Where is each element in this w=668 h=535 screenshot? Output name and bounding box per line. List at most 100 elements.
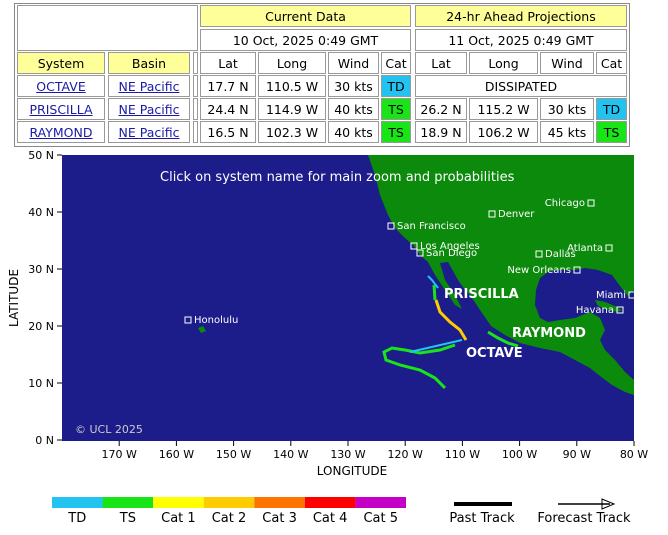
data-cell: 30 kts [540,98,594,120]
cell-text: Lat [218,55,238,71]
cell-text[interactable]: NE Pacific [118,101,180,117]
legend-label: Cat 2 [212,511,247,526]
column-header: Lat [415,52,467,74]
status-cell: DISSIPATED [415,75,627,97]
legend-swatch [355,497,406,508]
data-cell: 17.7 N [200,75,256,97]
column-header: System [17,52,105,74]
time-header: 10 Oct, 2025 0:49 GMT [200,29,411,51]
cell-text: TS [388,124,404,140]
cell-text: 24.4 N [207,101,249,117]
group-header: 24-hr Ahead Projections [415,5,627,27]
legend-swatch [304,497,356,508]
cell-text: 45 kts [547,124,587,140]
city-marker [488,210,496,218]
cell-text: 26.2 N [420,101,462,117]
legend-label: Cat 1 [161,511,196,526]
cell-text: 16.5 N [207,124,249,140]
legend-swatch [102,497,154,508]
column-header: Wind [540,52,594,74]
data-cell[interactable]: PRISCILLA [17,98,105,120]
column-header: Cat [596,52,627,74]
city-label: Los Angeles [420,241,480,252]
cell-text: 18.9 N [420,124,462,140]
data-cell: 115.2 W [469,98,538,120]
city-marker [387,222,395,230]
y-tick-label: 30 N [28,263,54,276]
column-header: Long [469,52,538,74]
category-cell: TS [596,121,627,143]
cell-text: 40 kts [334,124,373,140]
x-tick-label: 170 W [102,448,137,461]
cell-text: TD [602,101,621,117]
data-cell[interactable]: RAYMOND [17,121,105,143]
data-cell[interactable]: NE Pacific [108,98,190,120]
city-marker [616,306,624,314]
data-cell: 45 kts [540,121,594,143]
cell-text[interactable]: RAYMOND [29,124,93,140]
cell-text: Long [276,55,308,71]
cell-text: TS [603,124,620,140]
data-cell: 40 kts [328,98,379,120]
x-tick-label: 110 W [445,448,480,461]
hawaii [198,326,206,333]
city-marker [628,291,636,299]
x-tick-label: 80 W [620,448,648,461]
cell-text[interactable]: NE Pacific [118,78,180,94]
data-cell[interactable]: NE Pacific [108,121,190,143]
cell-text: 102.3 W [265,124,319,140]
cell-text: Lat [431,55,451,71]
storm-label: PRISCILLA [444,287,519,302]
x-tick-label: 160 W [159,448,194,461]
column-header: Basin [108,52,190,74]
city-marker [573,266,581,274]
category-cell: TS [381,98,411,120]
cell-text: DISSIPATED [484,78,558,94]
city-label: Chicago [545,198,585,209]
cell-text[interactable]: OCTAVE [36,78,86,94]
priscilla-track [434,299,468,341]
y-tick-label: 50 N [28,149,54,162]
cell-text[interactable]: NE Pacific [118,124,180,140]
city-marker [535,250,543,258]
map-note: Click on system name for main zoom and p… [160,170,515,185]
y-axis-label: LATITUDE [7,269,21,327]
category-cell: TD [596,98,627,120]
data-cell: 26.2 N [415,98,467,120]
city-marker [605,244,613,252]
y-tick-label: 20 N [28,320,54,333]
x-axis-label: LONGITUDE [317,464,387,478]
x-tick-label: 150 W [216,448,251,461]
data-cell: 18.9 N [415,121,467,143]
city-label: Havana [576,305,614,316]
table-frame [14,3,630,147]
cell-text: 30 kts [547,101,587,117]
cell-text: 106.2 W [477,124,530,140]
cuba [595,300,622,312]
cell-text: 24-hr Ahead Projections [446,8,596,24]
column-header: Cat [381,52,411,74]
cell-text: 17.7 N [207,78,249,94]
city-marker [416,249,424,257]
data-cell[interactable]: NE Pacific [108,75,190,97]
cell-text[interactable]: PRISCILLA [29,101,93,117]
cell-text: System [37,55,85,71]
cell-text: Wind [337,55,370,71]
priscilla-forecast [427,275,439,289]
data-cell[interactable]: OCTAVE [17,75,105,97]
data-cell: 106.2 W [469,121,538,143]
legend-swatch [52,497,103,508]
cell-text: TD [387,78,405,94]
legend-label: Cat 4 [313,511,348,526]
separator [193,121,198,143]
land [368,155,634,395]
cell-text: 11 Oct, 2025 0:49 GMT [448,32,594,48]
category-cell: TS [381,121,411,143]
cell-text: Wind [551,55,583,71]
city-label: Miami [596,290,626,301]
forecast-arrow [601,498,616,510]
separator [193,75,198,97]
raymond-track [487,330,519,348]
data-cell: 24.4 N [200,98,256,120]
